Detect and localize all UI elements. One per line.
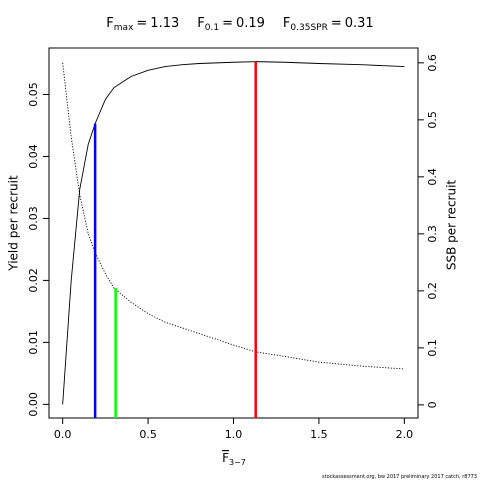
- y-tick-label: 0.04: [27, 144, 40, 169]
- title-subscript: max: [114, 23, 134, 33]
- y2-tick-label: 0.1: [426, 339, 439, 357]
- footer: stockassessment.org, bw 2017 preliminary…: [322, 474, 477, 480]
- title-value: 0.19: [236, 16, 265, 31]
- y2-tick-label: 0.5: [426, 111, 439, 129]
- chart-title: Fmax = 1.13 F0.1 = 0.19 F0.35SPR = 0.31: [106, 16, 373, 33]
- title-symbol: F: [106, 16, 113, 31]
- y2-tick-label: 0.6: [426, 54, 439, 71]
- x-tick-label: 0.0: [54, 428, 72, 441]
- title-value: 0.31: [345, 16, 374, 31]
- title-symbol: F: [197, 16, 204, 31]
- y-tick-label: 0.02: [27, 268, 40, 293]
- title-symbol: F: [283, 16, 290, 31]
- y2-tick-label: 0: [426, 401, 439, 408]
- title-operator: =: [222, 16, 233, 31]
- title-subscript: 0.1: [205, 23, 219, 33]
- title-value: 1.13: [150, 16, 179, 31]
- y-tick-label: 0.05: [27, 82, 40, 107]
- series-line: [62, 61, 405, 405]
- x-label-subscript: 3−7: [229, 458, 246, 467]
- y2-tick-label: 0.4: [426, 168, 439, 186]
- y-tick-label: 0.00: [27, 392, 40, 417]
- title-operator: =: [331, 16, 342, 31]
- title-operator: =: [136, 16, 147, 31]
- y2-axis-label: SSB per recruit: [445, 180, 459, 271]
- x-tick-label: 2.0: [396, 428, 414, 441]
- y2-tick-label: 0.2: [426, 282, 439, 300]
- x-tick-label: 1.5: [310, 428, 328, 441]
- y2-tick-label: 0.3: [426, 225, 439, 243]
- plot-frame: [48, 47, 419, 419]
- y-tick-label: 0.03: [27, 206, 40, 231]
- y-axis-label: Yield per recruit: [7, 175, 21, 272]
- x-axis-label: F3−7: [222, 451, 246, 467]
- x-tick-label: 0.5: [139, 428, 157, 441]
- x-tick-label: 1.0: [225, 428, 243, 441]
- series-line: [62, 62, 405, 370]
- y-tick-label: 0.01: [27, 330, 40, 355]
- title-subscript: 0.35SPR: [290, 23, 327, 33]
- x-label-symbol: F: [222, 451, 229, 465]
